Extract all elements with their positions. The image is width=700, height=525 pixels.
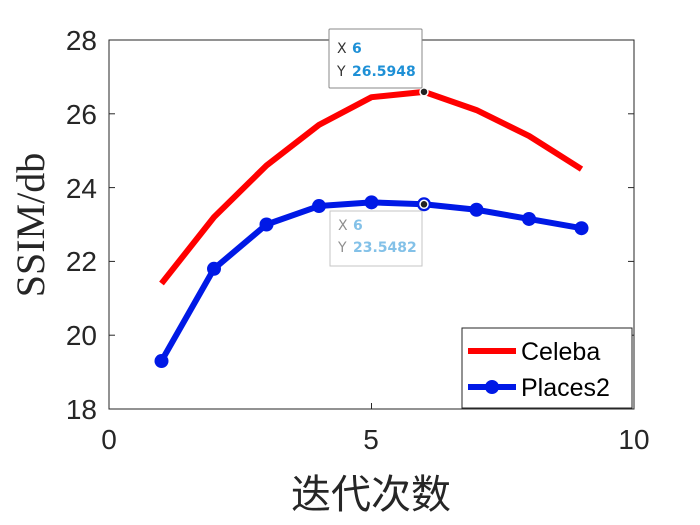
datatip-box [328,28,423,89]
data-point-places2[interactable] [312,199,326,214]
x-tick-label: 0 [101,424,117,455]
datatip-x-value: 6 [352,41,362,57]
y-tick-labels: 18 20 22 24 26 28 [66,25,97,425]
datatip-celeba[interactable]: X 6 Y 26.5948 [328,28,423,89]
datatip-x-value: 6 [353,218,363,234]
datatip-places2[interactable]: X 6 Y 23.5482 [329,210,423,267]
data-point-places2[interactable] [522,211,536,226]
y-tick-label: 20 [66,320,97,351]
datatip-anchor [419,199,429,210]
data-point-places2[interactable] [469,202,484,217]
x-tick-label: 5 [363,424,379,455]
data-point-places2[interactable] [364,195,379,210]
data-point-places2[interactable] [259,217,274,232]
datatip-x-label: X [337,41,347,57]
datatip-y-label: Y [336,64,346,80]
x-axis-label: 迭代次数 [291,472,451,518]
legend-label-places2: Places2 [521,374,610,402]
y-tick-label: 22 [66,246,97,277]
x-tick-label: 10 [618,424,649,455]
legend: Celeba Places2 [461,327,633,409]
data-point-places2[interactable] [574,221,589,236]
x-tick-labels: 0 5 10 [101,424,649,455]
y-tick-label: 18 [66,394,97,425]
datatip-box [329,210,423,267]
y-tick-label: 24 [66,173,97,204]
datatip-y-value: 26.5948 [352,64,416,80]
data-point-places2[interactable] [207,261,221,276]
datatip-y-label: Y [337,240,347,256]
series-line-celeba [159,88,584,286]
datatip-x-label: X [338,218,348,234]
legend-box [461,327,633,409]
y-tick-label: 28 [66,25,97,56]
datatip-anchor [419,87,429,97]
legend-label-celeba: Celeba [521,338,600,366]
y-tick-label: 26 [66,99,97,130]
y-axis-label: SSIM/db [8,153,53,298]
datatip-y-value: 23.5482 [353,240,417,256]
data-point-places2[interactable] [154,354,169,369]
series-layer [154,87,589,369]
legend-marker-places2 [485,380,499,394]
